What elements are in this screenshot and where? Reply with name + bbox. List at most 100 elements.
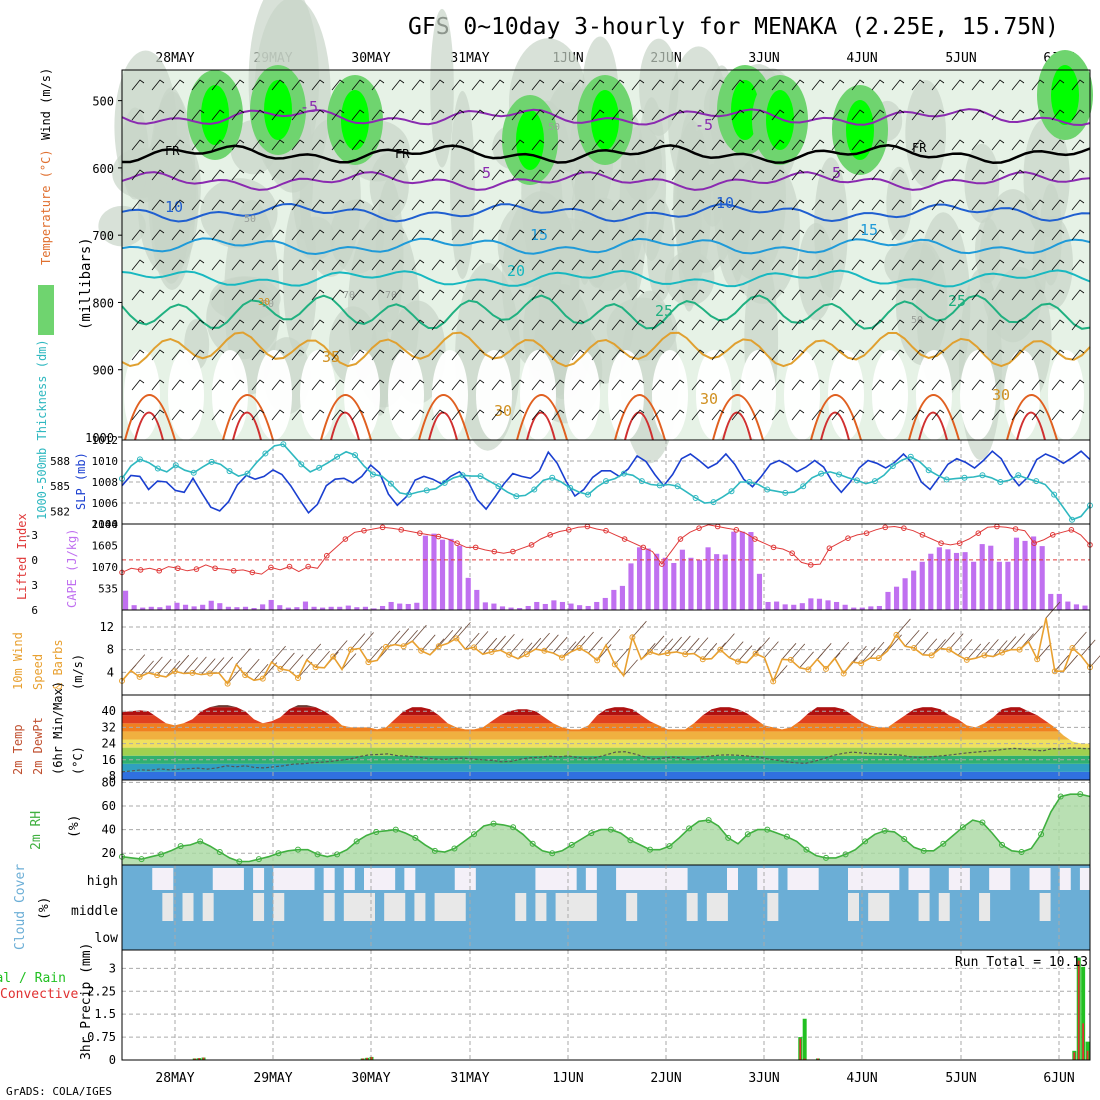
cape-bar xyxy=(662,557,668,610)
wind-barb xyxy=(251,409,265,421)
cape-bar xyxy=(191,606,197,610)
bottom-date-label: 5JUN xyxy=(945,1071,976,1086)
thickness-line-marker xyxy=(871,478,878,485)
wind-speed-line-marker xyxy=(136,673,143,680)
thickness-line-marker xyxy=(638,478,645,485)
thickness-line-marker xyxy=(352,452,359,459)
wind-barb xyxy=(1051,169,1065,181)
cape-bar xyxy=(739,531,745,610)
wind-speed-line-marker xyxy=(682,651,689,658)
wind-speed-line-marker xyxy=(875,655,882,662)
wind-barb xyxy=(1011,349,1025,361)
wind-axis-label: (m/s) xyxy=(71,654,85,690)
cape-bar xyxy=(979,544,985,610)
wind-speed-line-marker xyxy=(559,654,565,661)
lifted-index-marker xyxy=(826,545,833,552)
precip-total-bar xyxy=(802,1018,807,1060)
contour-label: 30 xyxy=(258,297,270,308)
wind-barb xyxy=(651,109,665,121)
wind-speed-line-marker xyxy=(418,647,425,654)
wind-speed-line-marker xyxy=(154,672,161,679)
wind-barb xyxy=(211,259,225,271)
cape-bar xyxy=(414,602,420,610)
rh-dry-blob xyxy=(564,350,600,440)
cape-bar xyxy=(1065,601,1071,610)
wind-barb xyxy=(951,79,965,91)
wind-barb xyxy=(551,109,565,121)
wind-barb xyxy=(731,79,745,91)
cloud-high-cell xyxy=(384,868,396,890)
wind-barb xyxy=(1011,139,1025,151)
bottom-date-label: 3JUN xyxy=(748,1071,779,1086)
precip-convective-bar xyxy=(366,1057,368,1060)
wind-barb xyxy=(771,259,785,271)
contour-label: FR xyxy=(165,144,180,158)
wind-barb xyxy=(311,139,325,151)
wind-barb xyxy=(851,229,865,241)
wind-speed-line-marker xyxy=(946,646,953,653)
rh-shade-blob xyxy=(224,200,280,395)
wind-barb xyxy=(871,169,885,181)
wind-barb xyxy=(571,79,585,91)
isotherm-line xyxy=(121,237,1091,256)
thickness-line-marker xyxy=(585,491,592,498)
temp-color-band xyxy=(122,763,1090,772)
thickness-line-marker xyxy=(1033,478,1040,485)
cloud-high-cell xyxy=(1059,868,1071,890)
wind-barb-10m xyxy=(816,643,832,660)
cape-bar xyxy=(234,607,240,610)
wind-barb xyxy=(771,379,785,391)
wind-barb xyxy=(531,229,545,241)
wind-barb xyxy=(551,169,565,181)
wind-barb xyxy=(311,409,325,421)
wind-speed-line-marker xyxy=(330,653,337,660)
cloud-high-cell xyxy=(323,868,335,890)
wind-barb xyxy=(651,289,665,301)
wind-barb xyxy=(151,199,165,211)
cloud-high-cell xyxy=(656,868,668,890)
wind-barb xyxy=(971,109,985,121)
wind-barb xyxy=(151,349,165,361)
slp-tick-label: 1006 xyxy=(92,497,119,510)
wind-barb xyxy=(611,79,625,91)
cloud-middle-cell xyxy=(878,893,890,921)
wind-barb xyxy=(791,259,805,271)
wind-barb xyxy=(171,169,185,181)
wind-barb xyxy=(911,319,925,331)
lifted-index-marker xyxy=(491,548,498,555)
footer-credit: GrADS: COLA/IGES xyxy=(6,1085,112,1098)
wind-barb xyxy=(571,409,585,421)
cloud-high-cell xyxy=(1039,868,1051,890)
wind-speed-line-marker xyxy=(1051,668,1058,675)
wind-speed-line-marker xyxy=(647,648,653,655)
rh2m-line-marker xyxy=(431,847,438,854)
wind-barb xyxy=(671,349,685,361)
cape-bar xyxy=(765,601,771,610)
wind-barb-10m xyxy=(684,637,700,655)
cape-tick-label: 2140 xyxy=(92,518,119,531)
thickness-line-marker xyxy=(441,479,448,486)
wind-barb-10m xyxy=(385,630,401,648)
rh-dry-blob xyxy=(1004,350,1040,440)
thickness-line-marker xyxy=(925,467,932,474)
wind-barb xyxy=(291,109,305,121)
wind-barb xyxy=(751,79,765,91)
wind-barb xyxy=(551,229,565,241)
wind-barb-10m xyxy=(1063,654,1078,672)
cape-bar xyxy=(808,598,814,610)
wind-barb xyxy=(1071,229,1085,241)
wind-barb xyxy=(991,349,1005,361)
wind-speed-line-marker xyxy=(963,656,970,663)
wind-barb xyxy=(631,199,645,211)
rh-shade-blob xyxy=(668,46,730,200)
wind-barb xyxy=(891,169,905,181)
wind-barb xyxy=(491,169,505,181)
cloud-high-cell xyxy=(958,868,970,890)
cape-bar xyxy=(140,607,146,610)
wind-barb xyxy=(511,199,525,211)
isotherm-hot-loop xyxy=(918,411,948,441)
wind-barb xyxy=(731,169,745,181)
wind-barb xyxy=(871,379,885,391)
lifted-index-marker xyxy=(863,530,870,536)
wind-speed-line-marker xyxy=(1069,644,1076,651)
